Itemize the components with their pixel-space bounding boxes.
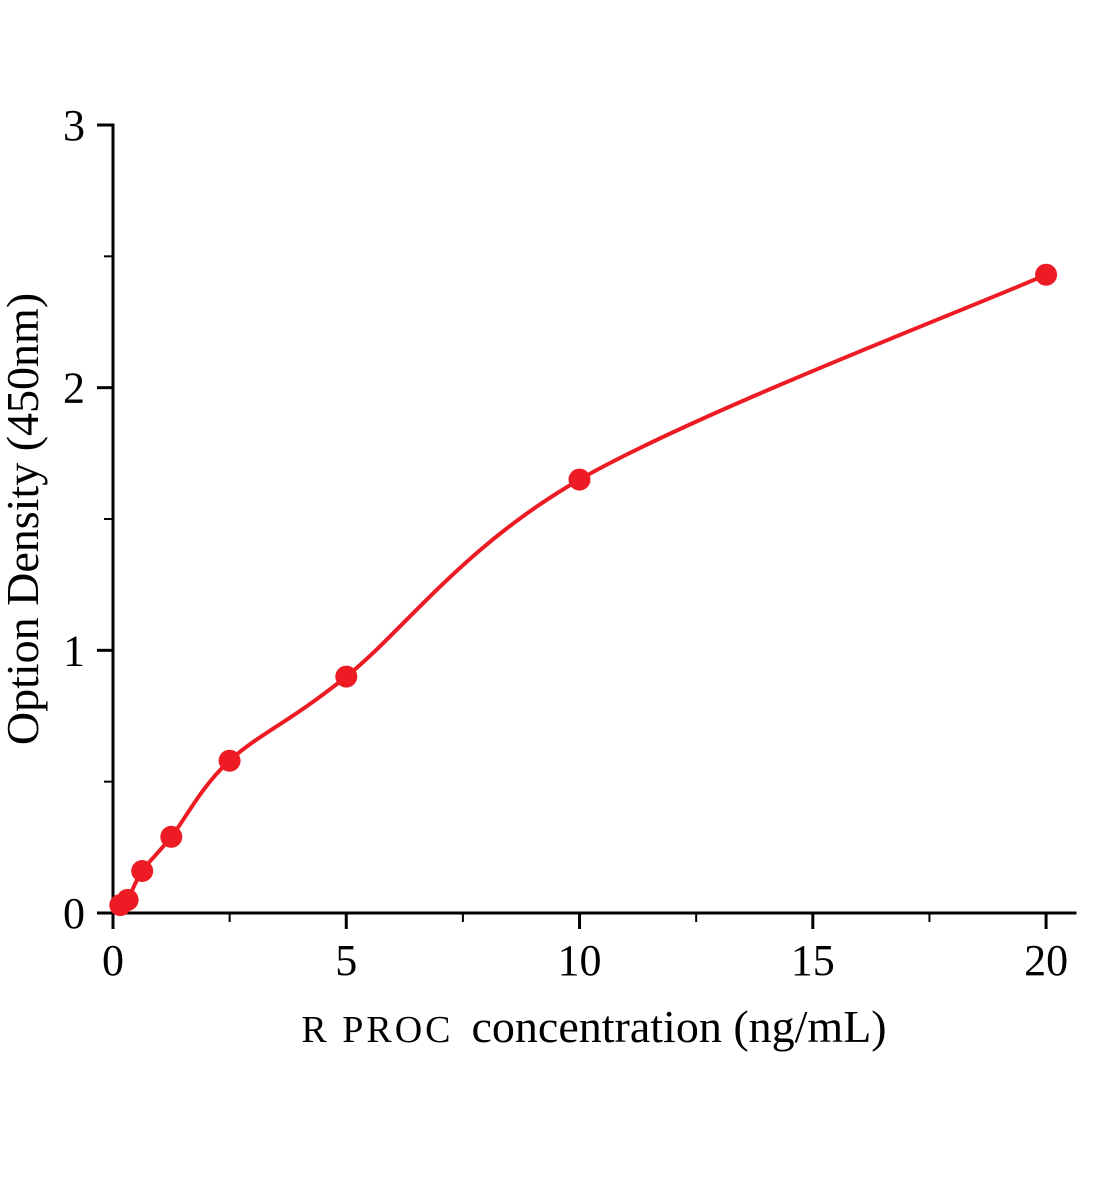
axis-titles: R PROC concentration (ng/mL) Option Densit… — [0, 293, 887, 1052]
y-tick-label: 1 — [63, 626, 85, 675]
x-axis-title-main: concentration (ng/mL) — [472, 1001, 887, 1052]
data-point — [116, 888, 139, 911]
data-point — [160, 825, 183, 848]
y-axis-title: Option Density (450nm) — [0, 293, 48, 745]
data-points-group — [109, 263, 1058, 917]
y-tick-label: 3 — [63, 101, 85, 150]
x-tick-label: 15 — [791, 936, 835, 985]
x-axis-title: R PROC concentration (ng/mL) — [301, 1001, 886, 1052]
fit-curve-group — [112, 272, 1049, 913]
y-tick-label: 0 — [63, 889, 85, 938]
axis-ticks — [97, 123, 1048, 929]
data-point — [218, 749, 241, 772]
tick-labels: 0 5 10 15 20 0 1 2 3 — [63, 101, 1068, 985]
fit-curve — [112, 272, 1049, 913]
x-tick-label: 20 — [1024, 936, 1068, 985]
data-point — [131, 860, 154, 882]
axes — [111, 123, 1077, 915]
data-point — [568, 468, 591, 491]
x-tick-label: 5 — [335, 936, 357, 985]
y-tick-label: 2 — [63, 364, 85, 413]
x-tick-label: 0 — [102, 936, 124, 985]
data-point — [335, 665, 358, 688]
axis-lines — [111, 123, 1077, 915]
x-tick-label: 10 — [558, 936, 602, 985]
x-axis-title-prefix: R PROC — [301, 1009, 453, 1051]
data-point — [1035, 263, 1058, 286]
